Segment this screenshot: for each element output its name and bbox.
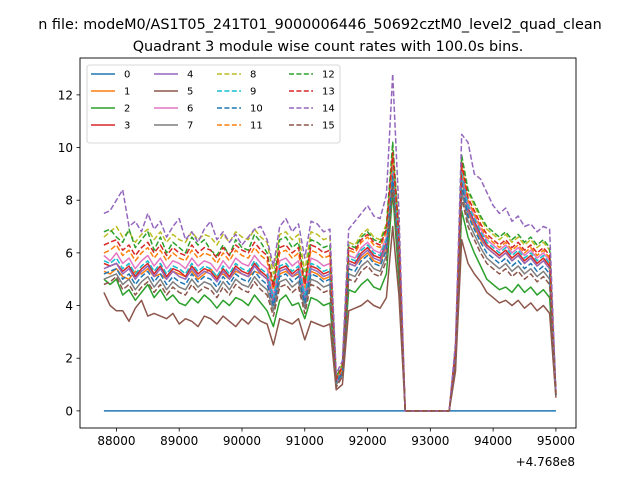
- series-line-13: [103, 152, 557, 412]
- axes-frame: [79, 57, 577, 429]
- legend-label-3: 3: [124, 121, 130, 132]
- x-axis-ticks: 88000 89000 90000 91000 92000 93000 94000 95000: [97, 428, 575, 448]
- legend-label-8: 8: [250, 70, 256, 81]
- legend-label-0: 0: [124, 70, 130, 81]
- series-line-5: [103, 225, 557, 412]
- series-line-14: [103, 73, 557, 412]
- legend-label-7: 7: [187, 121, 193, 132]
- legend-label-5: 5: [187, 87, 193, 98]
- x-tick-label: 93000: [411, 434, 449, 448]
- legend-box: [86, 64, 341, 144]
- legend-label-10: 10: [250, 104, 263, 115]
- x-tick-label: 89000: [160, 434, 198, 448]
- plot-lines: [103, 73, 557, 412]
- legend-label-12: 12: [322, 70, 335, 81]
- legend-label-6: 6: [187, 104, 193, 115]
- series-line-10: [103, 175, 557, 412]
- x-tick-label: 94000: [474, 434, 512, 448]
- legend-label-9: 9: [250, 87, 256, 98]
- x-tick-label: 88000: [97, 434, 135, 448]
- y-tick-label: 4: [65, 299, 73, 313]
- y-tick-label: 8: [65, 194, 73, 208]
- x-axis-offset-label: +4.768e8: [516, 455, 575, 469]
- y-tick-label: 2: [65, 352, 73, 366]
- x-tick-label: 90000: [223, 434, 261, 448]
- series-line-15: [103, 186, 557, 412]
- legend-label-4: 4: [187, 70, 193, 81]
- legend-label-15: 15: [322, 121, 335, 132]
- legend-label-14: 14: [322, 104, 335, 115]
- x-tick-label: 91000: [286, 434, 324, 448]
- series-line-2: [103, 191, 557, 412]
- legend-label-2: 2: [124, 104, 130, 115]
- chart-title: Quadrant 3 module wise count rates with …: [133, 39, 524, 55]
- figure-suptitle: n file: modeM0/AS1T05_241T01_9000006446_…: [38, 17, 602, 33]
- y-tick-label: 10: [58, 141, 73, 155]
- legend-label-11: 11: [250, 121, 263, 132]
- x-tick-label: 92000: [348, 434, 386, 448]
- x-tick-label: 95000: [537, 434, 575, 448]
- y-tick-label: 6: [65, 246, 73, 260]
- y-tick-label: 0: [65, 404, 73, 418]
- y-tick-label: 12: [58, 88, 73, 102]
- y-axis-ticks: 0 2 4 6 8 10 12: [58, 88, 80, 418]
- legend-label-1: 1: [124, 87, 130, 98]
- legend-label-13: 13: [322, 87, 335, 98]
